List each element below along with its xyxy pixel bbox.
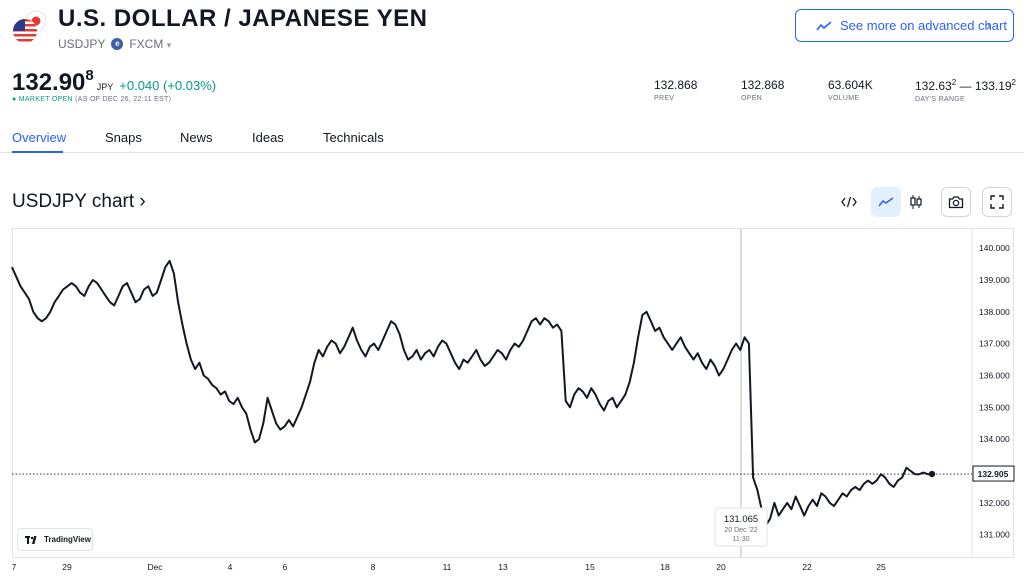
tab-ideas[interactable]: Ideas (252, 130, 284, 145)
section-tabs: Overview Snaps News Ideas Technicals (0, 120, 1024, 153)
tradingview-logo-icon (25, 535, 37, 544)
x-tick-label: 25 (876, 562, 886, 572)
tab-overview[interactable]: Overview (12, 130, 67, 145)
price-block: 132.908 JPY +0.040 (+0.03%) (12, 67, 217, 97)
advanced-chart-label: See more on advanced chart (840, 18, 1007, 33)
chevron-right-icon: › (986, 17, 991, 33)
quote-header: U.S. DOLLAR / JAPANESE YEN USDJPY e FXCM… (0, 0, 1024, 60)
x-tick-label: 18 (660, 562, 670, 572)
x-tick-label: 22 (802, 562, 812, 572)
chevron-right-icon: › (139, 191, 146, 212)
tradingview-watermark[interactable]: TradingView (17, 528, 93, 551)
market-status: ● MARKET OPEN (AS OF DEC 26, 22:11 EST) (12, 96, 172, 103)
x-tick-label: Dec (147, 562, 163, 572)
candles-button[interactable] (901, 187, 931, 217)
exchange-name: FXCM (129, 37, 164, 51)
line-chart-icon (878, 197, 894, 207)
watermark-label: TradingView (44, 535, 91, 544)
tab-snaps[interactable]: Snaps (105, 130, 142, 145)
page-title: U.S. DOLLAR / JAPANESE YEN (58, 5, 428, 32)
fullscreen-button[interactable] (982, 187, 1012, 217)
exchange-selector[interactable]: FXCM ▾ (129, 37, 171, 51)
symbol-line: USDJPY e FXCM ▾ (58, 37, 171, 51)
active-tab-indicator (12, 151, 63, 153)
trend-line-icon (816, 20, 832, 30)
fxcm-logo-icon: e (111, 38, 124, 50)
advanced-chart-button[interactable]: See more on advanced chart › (795, 9, 1014, 42)
last-price: 132.908 (12, 67, 94, 96)
stat-days-range: 132.632 — 133.192 DAY'S RANGE (915, 78, 1016, 103)
stat-prev: 132.868 PREV (654, 78, 698, 102)
chart-title-link[interactable]: USDJPY chart › (12, 191, 146, 212)
symbol-code: USDJPY (58, 37, 106, 51)
stat-volume: 63.604K VOLUME (828, 78, 873, 102)
x-tick-label: 6 (283, 562, 288, 572)
x-tick-label: 15 (585, 562, 595, 572)
x-tick-label: 11 (443, 562, 452, 572)
chevron-down-icon: ▾ (166, 40, 172, 50)
fullscreen-icon (990, 195, 1004, 209)
x-tick-label: 8 (371, 562, 376, 572)
x-tick-label: 7 (12, 562, 17, 572)
candles-icon (910, 195, 922, 209)
x-tick-label: 29 (62, 562, 72, 572)
us-jp-flag-icon (13, 10, 46, 43)
embed-code-button[interactable] (834, 187, 864, 217)
x-tick-label: 20 (716, 562, 726, 572)
x-tick-label: 4 (228, 562, 233, 572)
embed-code-icon (841, 196, 857, 208)
price-change: +0.040 (+0.03%) (119, 78, 217, 93)
tab-technicals[interactable]: Technicals (323, 130, 384, 145)
price-currency: JPY (96, 82, 114, 92)
x-tick-label: 13 (498, 562, 508, 572)
camera-icon (948, 196, 964, 209)
tab-news[interactable]: News (180, 130, 213, 145)
chart-frame (12, 228, 1014, 558)
stat-open: 132.868 OPEN (741, 78, 785, 102)
snapshot-button[interactable] (941, 187, 971, 217)
line-chart-button[interactable] (871, 187, 901, 217)
